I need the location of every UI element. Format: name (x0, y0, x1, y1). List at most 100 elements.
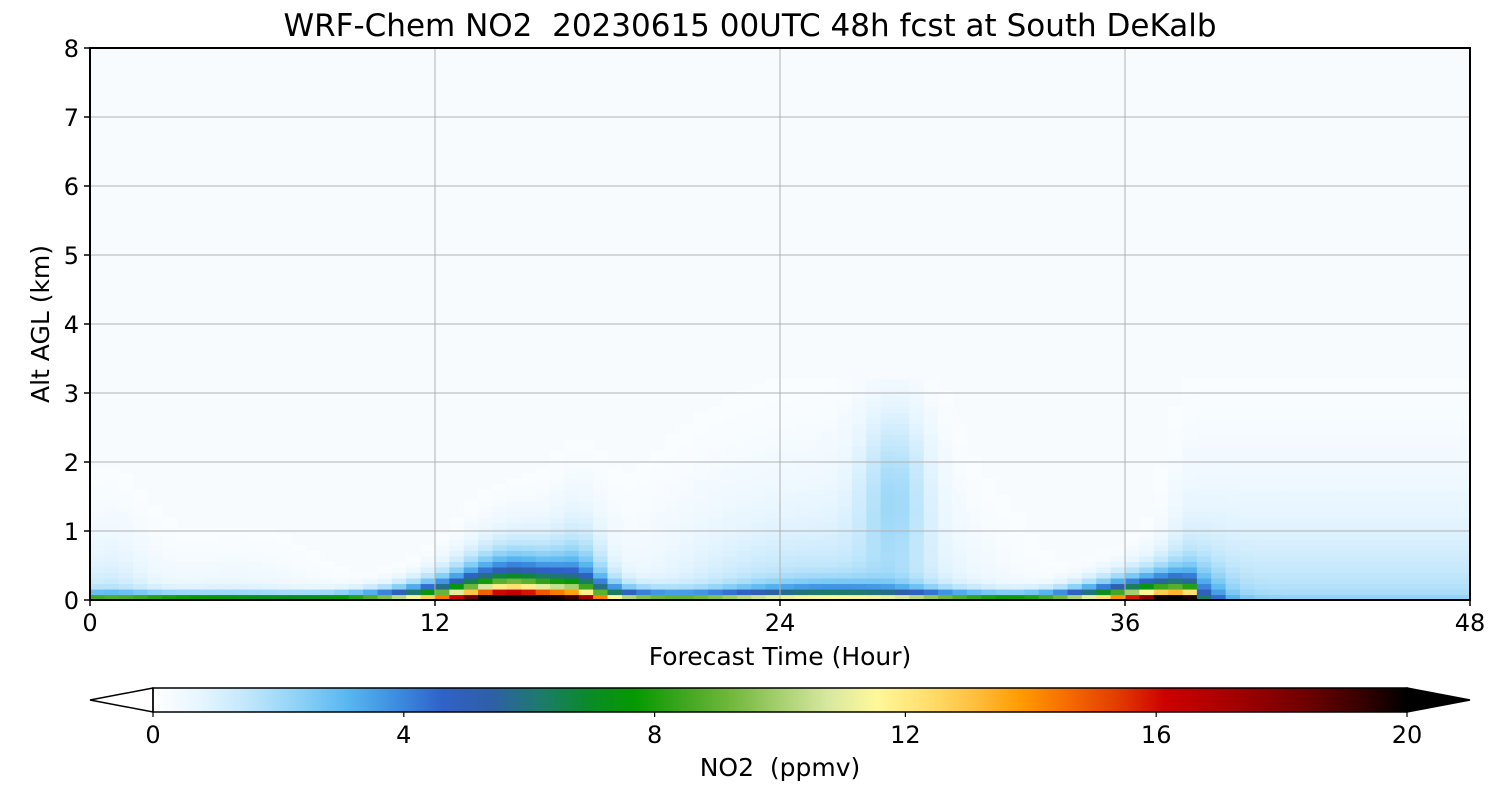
field-cell-1588 (1096, 583, 1112, 590)
field-cell-2449 (1441, 384, 1457, 391)
field-cell-1041 (808, 533, 824, 540)
field-cell-1827 (1225, 506, 1241, 513)
field-cell-754 (693, 445, 709, 452)
field-cell-655 (650, 500, 666, 507)
field-cell-538 (578, 439, 594, 447)
field-cell-87 (133, 506, 149, 513)
field-cell-915 (765, 566, 781, 573)
field-cell-173 (219, 533, 235, 540)
field-cell-1751 (1196, 484, 1212, 491)
field-cell-455 (550, 588, 565, 596)
field-cell-1458 (952, 428, 968, 435)
field-cell-1043 (808, 522, 824, 529)
field-cell-1138 (837, 439, 853, 447)
field-cell-2234 (1369, 467, 1385, 474)
field-cell-157 (205, 550, 220, 557)
field-cell-963 (780, 522, 795, 529)
field-cell-550 (593, 533, 609, 540)
field-cell-2209 (1355, 384, 1370, 391)
field-cell-1504 (981, 495, 997, 502)
field-cell-503 (564, 473, 580, 480)
field-cell-514 (578, 572, 594, 579)
field-cell-2433 (1441, 473, 1457, 480)
field-cell-263 (363, 594, 379, 600)
field-cell-1705 (1182, 517, 1198, 524)
field-cell-2316 (1398, 456, 1414, 463)
field-cell-273 (377, 566, 393, 573)
field-cell-785 (708, 462, 724, 469)
field-cell-890 (751, 489, 767, 496)
field-cell-532 (578, 473, 594, 480)
field-cell-2435 (1441, 462, 1457, 469)
field-cell-1659 (1168, 577, 1184, 585)
field-cell-1872 (1240, 478, 1255, 485)
field-cell-227 (291, 588, 307, 596)
field-cell-654 (650, 506, 666, 513)
field-cell-2366 (1412, 401, 1428, 408)
field-cell-1801 (1211, 428, 1227, 435)
field-cell-1645 (1153, 522, 1169, 529)
field-cell-182 (233, 555, 249, 562)
field-cell-1123 (837, 522, 853, 529)
field-cell-2039 (1297, 439, 1313, 447)
field-cell-1767 (1196, 395, 1212, 402)
field-cell-234 (291, 550, 307, 557)
field-cell-2227 (1369, 506, 1385, 513)
field-cell-896 (751, 456, 767, 463)
field-cell-2106 (1326, 511, 1342, 518)
field-cell-258 (348, 594, 364, 600)
field-cell-1278 (895, 550, 910, 557)
field-cell-544 (593, 566, 609, 573)
field-cell-1159 (851, 544, 867, 551)
field-cell-562 (593, 467, 609, 474)
field-cell-825 (722, 434, 738, 441)
field-cell-252 (334, 594, 350, 600)
field-cell-1976 (1283, 566, 1299, 573)
field-cell-1833 (1225, 473, 1241, 480)
field-cell-2410 (1426, 379, 1442, 386)
field-cell-2179 (1355, 550, 1370, 557)
field-cell-431 (535, 588, 551, 596)
field-cell-1021 (794, 423, 810, 430)
field-cell-1505 (981, 489, 997, 496)
field-cell-975 (780, 456, 795, 463)
field-cell-2177 (1355, 561, 1370, 568)
field-cell-440 (535, 539, 551, 546)
field-cell-557 (593, 495, 609, 502)
field-cell-798 (722, 583, 738, 590)
field-cell-1775 (1211, 572, 1227, 579)
field-cell-1885 (1240, 406, 1255, 413)
field-cell-1610 (1125, 566, 1140, 573)
field-cell-461 (550, 555, 565, 562)
field-cell-2013 (1297, 583, 1313, 590)
field-cell-1527 (1010, 594, 1025, 600)
field-cell-1260 (880, 428, 896, 435)
field-cell-2105 (1326, 517, 1342, 524)
field-cell-2014 (1297, 577, 1313, 585)
field-cell-1169 (851, 489, 867, 496)
field-cell-119 (161, 533, 177, 540)
field-cell-1256 (880, 450, 896, 458)
field-cell-2108 (1326, 500, 1342, 507)
field-cell-595 (621, 566, 637, 573)
field-cell-827 (722, 423, 738, 430)
field-cell-1166 (851, 506, 867, 513)
field-cell-1692 (1182, 588, 1198, 596)
field-cell-1486 (981, 594, 997, 600)
field-cell-1470 (966, 539, 982, 546)
field-cell-1977 (1283, 561, 1299, 568)
field-cell-1109 (823, 379, 839, 386)
field-cell-2468 (1455, 500, 1470, 507)
field-cell-779 (708, 495, 724, 502)
field-cell-552 (593, 522, 609, 529)
field-cell-686 (665, 478, 680, 485)
field-cell-2351 (1412, 484, 1428, 491)
field-cell-1627 (1139, 539, 1155, 546)
field-cell-2130 (1326, 379, 1342, 386)
field-cell-599 (621, 544, 637, 551)
field-cell-2294 (1398, 577, 1414, 585)
field-cell-2119 (1326, 439, 1342, 447)
field-cell-1522 (995, 517, 1011, 524)
field-cell-1158 (851, 550, 867, 557)
field-cell-2044 (1297, 412, 1313, 419)
